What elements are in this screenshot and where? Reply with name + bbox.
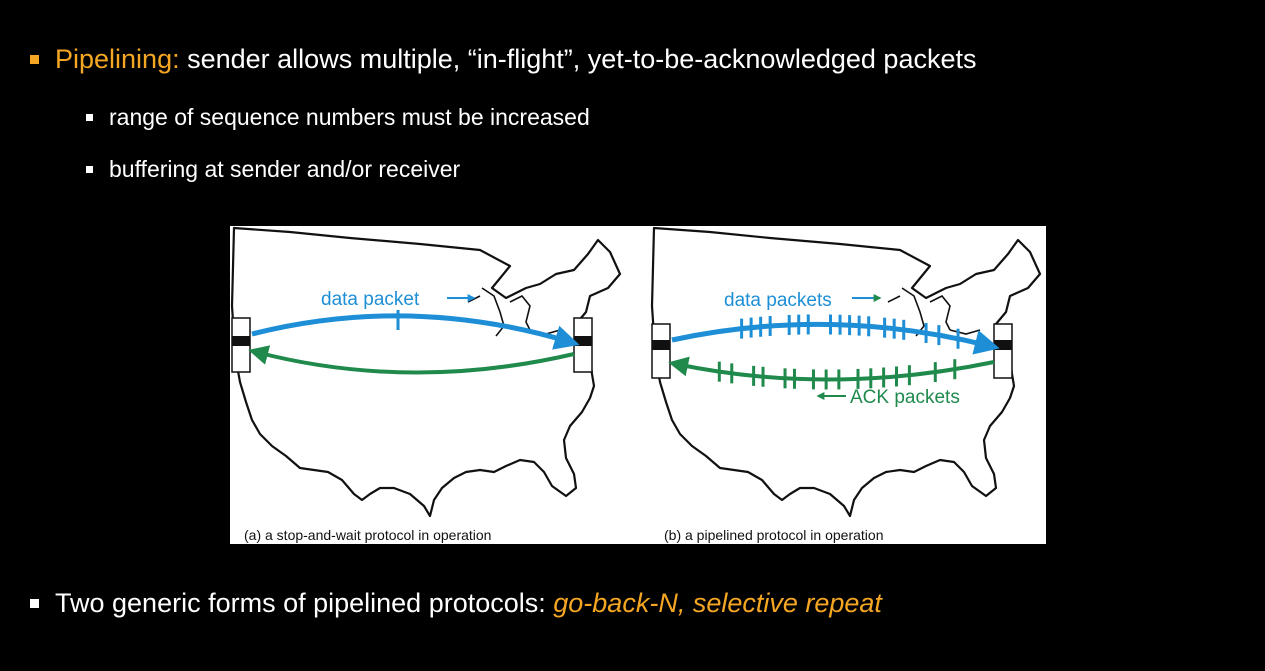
bottom-separator: : — [538, 588, 546, 618]
bottom-bullet: Two generic forms of pipelined protocols… — [30, 588, 882, 619]
bullet-square-icon — [30, 55, 39, 64]
term-separator: : — [172, 44, 180, 74]
ack-path-arrow-b — [668, 356, 995, 382]
data-packets-label: data packets — [724, 290, 832, 311]
main-bullet: Pipelining : sender allows multiple, “in… — [30, 44, 976, 75]
main-bullet-text: sender allows multiple, “in-flight”, yet… — [179, 44, 977, 74]
receiver-host-a — [573, 317, 593, 373]
receiver-host-b — [993, 323, 1013, 379]
bullet-square-icon — [86, 166, 93, 173]
great-lakes-b — [887, 287, 981, 337]
sub-bullet-text: buffering at sender and/or receiver — [109, 156, 461, 182]
pipelining-figure: data packet (a) a stop-and-wait protocol… — [230, 226, 1046, 544]
caption-b: (b) a pipelined protocol in operation — [664, 527, 883, 543]
sub-bullet-2: buffering at sender and/or receiver — [86, 156, 460, 183]
panel-a: data packet (a) a stop-and-wait protocol… — [230, 226, 622, 543]
ack-packet-marks — [717, 359, 957, 390]
us-map-outline-b — [650, 226, 1042, 518]
great-lakes-a — [467, 287, 561, 337]
us-map-outline-a — [230, 226, 622, 518]
sender-host-b — [651, 323, 671, 379]
sub-bullet-1: range of sequence numbers must be increa… — [86, 104, 590, 131]
data-path-arrow-a — [251, 313, 580, 350]
caption-a: (a) a stop-and-wait protocol in operatio… — [244, 527, 491, 543]
bullet-square-icon — [30, 599, 39, 608]
data-packet-label: data packet — [321, 289, 420, 310]
bullet-square-icon — [86, 114, 93, 121]
panel-b: data packets ACK packets (b) a pipelined… — [650, 226, 1042, 543]
bottom-bullet-text: Two generic forms of pipelined protocols — [55, 588, 539, 618]
ack-path-arrow-a — [248, 345, 575, 375]
sender-host-a — [231, 317, 251, 373]
pipelining-diagram: data packet (a) a stop-and-wait protocol… — [230, 226, 1042, 543]
sub-bullet-text: range of sequence numbers must be increa… — [109, 104, 590, 130]
pipelining-term: Pipelining — [55, 44, 173, 74]
protocol-forms: go-back-N, selective repeat — [545, 588, 882, 618]
data-packet-marks — [740, 314, 960, 349]
ack-packets-label: ACK packets — [850, 387, 960, 408]
